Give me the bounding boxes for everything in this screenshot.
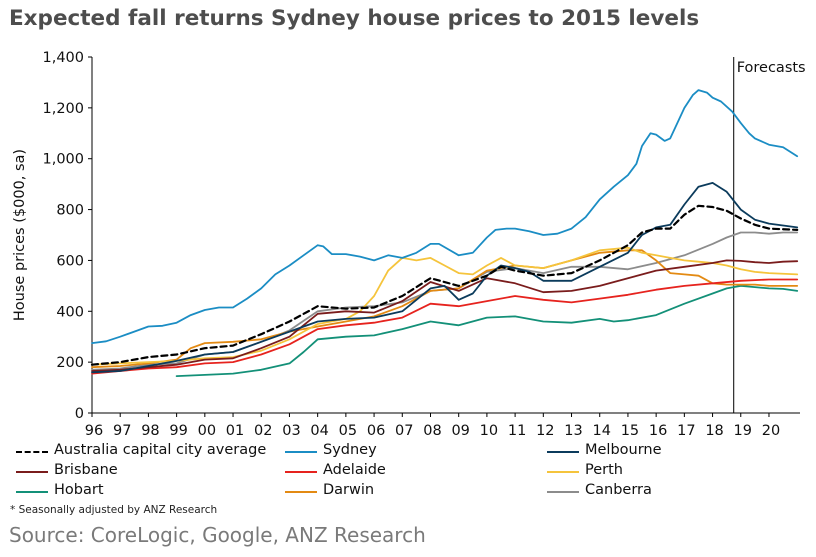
series-line-brisbane bbox=[91, 259, 799, 372]
x-tick-label: 12 bbox=[536, 423, 554, 439]
legend-label: Hobart bbox=[54, 482, 104, 498]
series-line-australia-capital-city-average bbox=[90, 204, 799, 366]
series-line-melbourne bbox=[91, 181, 799, 374]
x-tick-label: 98 bbox=[141, 423, 159, 439]
legend-label: Brisbane bbox=[54, 462, 118, 478]
x-tick-label: 14 bbox=[593, 423, 611, 439]
legend-label: Perth bbox=[585, 462, 623, 478]
x-tick-label: 09 bbox=[451, 423, 469, 439]
y-tick-label: 1,200 bbox=[42, 101, 84, 117]
source-note: Source: CoreLogic, Google, ANZ Research bbox=[9, 523, 426, 547]
legend-swatch bbox=[16, 491, 48, 493]
x-tick-label: 07 bbox=[395, 423, 413, 439]
x-tick-label: 05 bbox=[339, 423, 357, 439]
x-tick-label: 00 bbox=[198, 423, 216, 439]
y-tick-label: 1,000 bbox=[42, 152, 84, 168]
x-tick-label: 08 bbox=[423, 423, 441, 439]
legend-swatch bbox=[547, 451, 579, 453]
y-tick-label: 800 bbox=[56, 203, 84, 219]
legend-label: Australia capital city average bbox=[54, 442, 267, 458]
y-tick-label: 400 bbox=[56, 304, 84, 320]
y-tick-label: 200 bbox=[56, 355, 84, 371]
x-tick-label: 10 bbox=[480, 423, 498, 439]
legend-label: Sydney bbox=[323, 442, 377, 458]
x-tick-label: 18 bbox=[705, 423, 723, 439]
x-tick-label: 11 bbox=[508, 423, 526, 439]
series-line-hobart bbox=[175, 284, 799, 378]
legend-swatch bbox=[16, 471, 48, 473]
x-tick-label: 06 bbox=[367, 423, 385, 439]
y-axis-label: House prices ($000, sa) bbox=[12, 149, 28, 321]
x-tick-label: 19 bbox=[734, 423, 752, 439]
y-tick-label: 0 bbox=[75, 406, 84, 422]
legend-label: Canberra bbox=[585, 482, 652, 498]
x-tick-label: 03 bbox=[282, 423, 300, 439]
y-tick-label: 600 bbox=[56, 253, 84, 269]
x-tick-label: 17 bbox=[677, 423, 695, 439]
legend-swatch bbox=[547, 471, 579, 473]
x-tick-label: 16 bbox=[649, 423, 667, 439]
x-tick-label: 02 bbox=[254, 423, 272, 439]
legend-swatch bbox=[16, 451, 48, 453]
y-tick-label: 1,400 bbox=[42, 50, 84, 66]
legend-swatch bbox=[285, 451, 317, 453]
series-line-sydney bbox=[91, 89, 799, 345]
legend-swatch bbox=[285, 491, 317, 493]
legend-swatch bbox=[285, 471, 317, 473]
x-tick-label: 99 bbox=[169, 423, 187, 439]
series-line-adelaide bbox=[91, 278, 799, 375]
x-tick-label: 96 bbox=[85, 423, 103, 439]
legend-label: Adelaide bbox=[323, 462, 386, 478]
legend-label: Darwin bbox=[323, 482, 375, 498]
x-tick-label: 01 bbox=[226, 423, 244, 439]
x-tick-label: 04 bbox=[310, 423, 328, 439]
legend-label: Melbourne bbox=[585, 442, 662, 458]
x-tick-label: 15 bbox=[621, 423, 639, 439]
x-tick-label: 13 bbox=[564, 423, 582, 439]
series-line-perth bbox=[91, 246, 799, 366]
x-tick-label: 97 bbox=[113, 423, 131, 439]
footnote: * Seasonally adjusted by ANZ Research bbox=[10, 504, 218, 516]
x-tick-label: 20 bbox=[762, 423, 780, 439]
forecast-annotation: Forecasts bbox=[737, 60, 806, 76]
legend-swatch bbox=[547, 491, 579, 493]
chart-title: Expected fall returns Sydney house price… bbox=[9, 6, 700, 31]
